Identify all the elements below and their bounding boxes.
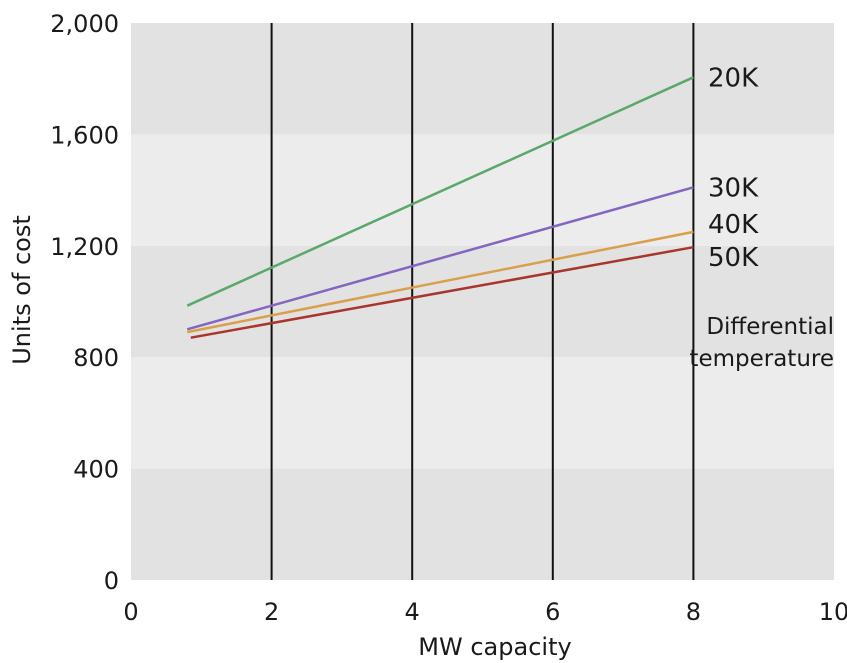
y-axis-title: Units of cost bbox=[8, 215, 36, 365]
y-tick-label: 800 bbox=[73, 344, 119, 372]
series-label-30k: 30K bbox=[708, 173, 759, 203]
y-tick-label: 1,600 bbox=[50, 121, 119, 149]
series-line-50k bbox=[190, 245, 694, 339]
background-bands bbox=[131, 23, 834, 580]
y-tick-label: 0 bbox=[104, 567, 119, 595]
x-tick-label: 4 bbox=[405, 598, 420, 626]
y-tick-label: 1,200 bbox=[50, 233, 119, 261]
series-lines bbox=[186, 76, 694, 339]
band bbox=[131, 23, 834, 135]
x-tick-label: 0 bbox=[123, 598, 138, 626]
band bbox=[131, 134, 834, 246]
band bbox=[131, 245, 834, 358]
band bbox=[131, 468, 834, 580]
x-axis-title: MW capacity bbox=[418, 633, 571, 661]
y-tick-labels: 0 400 800 1,200 1,600 2,000 bbox=[50, 10, 119, 595]
x-tick-labels: 0 2 4 6 8 10 bbox=[123, 598, 847, 626]
series-line-20k bbox=[186, 76, 694, 307]
series-line-40k bbox=[186, 230, 694, 334]
annotation-line-1: Differential bbox=[706, 314, 834, 340]
band bbox=[131, 357, 834, 469]
series-line-30k bbox=[186, 186, 694, 331]
series-label-20k: 20K bbox=[708, 63, 759, 93]
vertical-lines bbox=[270, 23, 695, 580]
x-tick-label: 2 bbox=[264, 598, 279, 626]
series-label-50k: 50K bbox=[708, 243, 759, 273]
x-tick-label: 6 bbox=[545, 598, 560, 626]
series-label-40k: 40K bbox=[708, 210, 759, 240]
y-tick-label: 400 bbox=[73, 456, 119, 484]
y-tick-label: 2,000 bbox=[50, 10, 119, 38]
x-tick-label: 10 bbox=[819, 598, 847, 626]
annotation-line-2: temperature bbox=[689, 346, 834, 372]
x-tick-label: 8 bbox=[686, 598, 701, 626]
